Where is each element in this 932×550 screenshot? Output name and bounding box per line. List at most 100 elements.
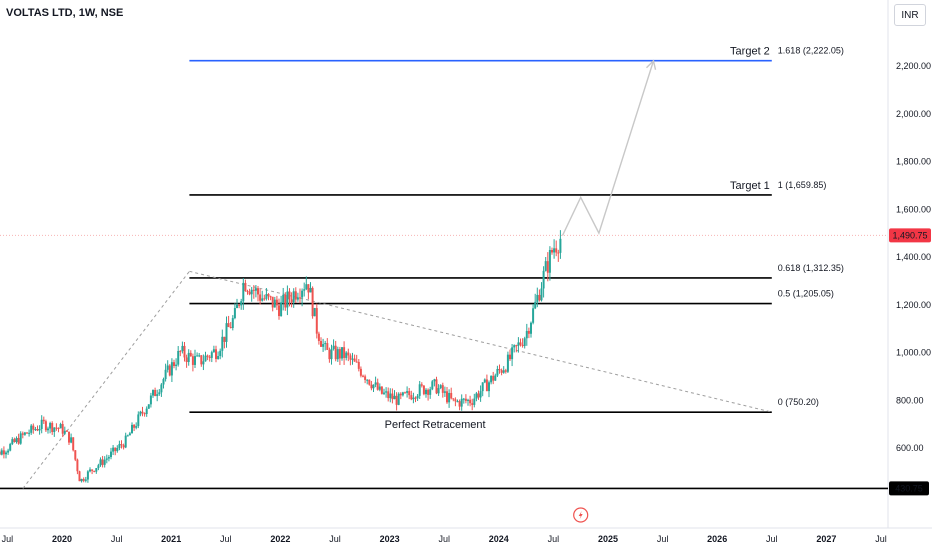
candle-body: [44, 421, 47, 431]
candle-body: [492, 375, 495, 381]
candle-body: [124, 435, 127, 448]
candle-body: [227, 323, 230, 327]
candle-body: [425, 389, 427, 395]
candle-body: [477, 393, 480, 398]
candle-body: [265, 294, 268, 299]
candle-body: [475, 393, 478, 399]
x-tick-label: 2022: [270, 534, 290, 544]
fib-level-label: 1.618 (2,222.05): [778, 46, 844, 56]
candle-body: [338, 349, 341, 359]
candle-body: [7, 450, 10, 453]
y-tick-label: 1,200.00: [896, 300, 931, 310]
candle-body: [65, 430, 68, 432]
y-tick-label: 800.00: [896, 395, 924, 405]
candle-body: [0, 451, 1, 455]
candle-body: [404, 392, 406, 394]
candle-body: [309, 287, 312, 293]
candle-body: [179, 351, 182, 353]
candle-body: [166, 365, 169, 370]
candle-body: [202, 361, 205, 365]
candle-body: [378, 386, 381, 390]
candle-body: [89, 469, 91, 472]
candle-body: [269, 296, 272, 298]
candle-body: [328, 349, 331, 360]
candle-body: [221, 336, 224, 351]
candle-body: [257, 288, 259, 295]
candle-body: [330, 348, 333, 360]
candle-body: [357, 361, 360, 369]
candle-body: [53, 427, 56, 433]
candle-body: [84, 479, 87, 481]
symbol-title: VOLTAS LTD, 1W, NSE: [6, 7, 124, 19]
x-tick-label: Jul: [2, 534, 14, 544]
candle-body: [448, 392, 451, 403]
candle-body: [370, 384, 373, 389]
candle-body: [301, 290, 304, 298]
x-tick-label: Jul: [220, 534, 232, 544]
y-tick-label: 1,000.00: [896, 348, 931, 358]
candle-body: [347, 352, 350, 356]
candle-body: [548, 249, 551, 273]
candle-body: [223, 336, 226, 342]
candle-body: [450, 392, 453, 399]
candle-body: [553, 248, 556, 253]
candle-body: [469, 399, 472, 404]
candle-body: [21, 433, 24, 435]
candle-body: [248, 291, 251, 295]
candle-body: [156, 394, 159, 397]
candle-body: [362, 375, 364, 377]
candle-body: [414, 397, 417, 399]
candle-body: [59, 424, 62, 429]
candle-body: [427, 389, 430, 395]
candle-body: [527, 330, 530, 334]
candle-body: [540, 288, 543, 301]
candle-body: [483, 379, 486, 383]
candle-body: [38, 428, 41, 431]
candle-body: [162, 379, 165, 385]
candle-body: [13, 439, 16, 443]
candle-body: [217, 356, 220, 359]
candle-body: [267, 294, 270, 297]
candle-body: [506, 354, 509, 372]
candle-body: [131, 424, 133, 434]
candle-body: [28, 432, 31, 434]
candle-body: [116, 448, 119, 452]
candle-body: [284, 294, 287, 308]
candle-body: [431, 381, 434, 390]
candle-body: [261, 298, 264, 301]
candle-body: [141, 411, 144, 414]
candle-body: [349, 355, 352, 360]
candle-body: [496, 368, 499, 376]
candle-body: [181, 345, 184, 352]
candle-body: [133, 424, 136, 428]
candle-body: [410, 395, 413, 400]
candle-body: [246, 291, 249, 293]
candle-body: [164, 369, 167, 380]
candle-body: [198, 355, 201, 357]
y-tick-label: 2,200.00: [896, 61, 931, 71]
candle-body: [114, 447, 117, 452]
candle-body: [458, 401, 461, 407]
x-tick-label: 2020: [52, 534, 72, 544]
candle-body: [488, 382, 490, 392]
candle-body: [126, 435, 129, 437]
candle-body: [34, 429, 37, 431]
candle-body: [534, 301, 537, 309]
candle-body: [57, 427, 60, 429]
candle-body: [154, 389, 157, 397]
candle-body: [280, 302, 283, 317]
candle-body: [183, 345, 186, 358]
candle-body: [15, 437, 18, 443]
candle-body: [433, 379, 436, 382]
candle-body: [210, 352, 213, 358]
projection-path[interactable]: [561, 60, 655, 236]
candle-body: [376, 382, 379, 390]
candle-body: [418, 384, 421, 396]
candle-body: [82, 478, 85, 481]
currency-button[interactable]: INR: [894, 4, 926, 26]
candle-body: [366, 379, 369, 381]
y-tick-label: 1,400.00: [896, 252, 931, 262]
candle-body: [175, 364, 178, 367]
candle-body: [303, 289, 306, 291]
